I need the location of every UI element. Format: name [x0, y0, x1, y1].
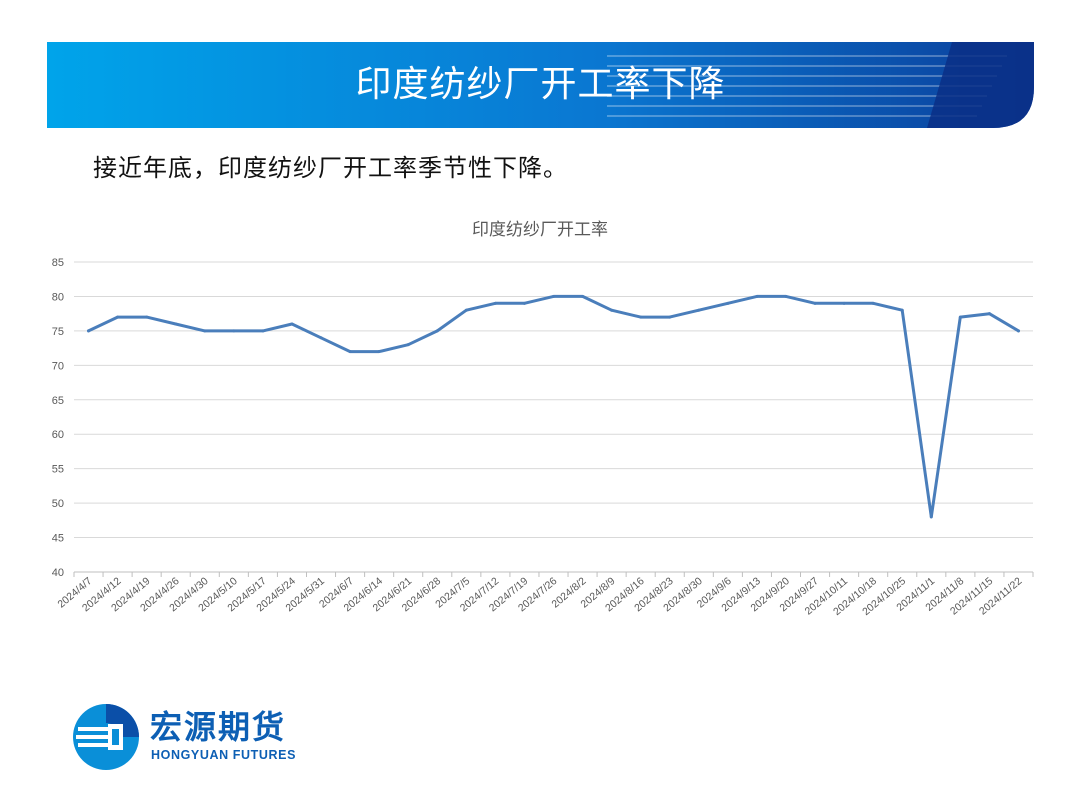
data-point	[290, 322, 294, 326]
data-point	[116, 315, 120, 319]
data-point	[493, 301, 497, 305]
data-point	[87, 329, 91, 333]
data-point	[697, 308, 701, 312]
data-point	[377, 350, 381, 354]
data-point	[784, 294, 788, 298]
data-point	[1016, 329, 1020, 333]
series-line	[87, 294, 1020, 519]
data-point	[871, 301, 875, 305]
data-point	[813, 301, 817, 305]
y-tick-label: 70	[52, 360, 64, 372]
data-point	[203, 329, 207, 333]
y-tick-label: 85	[52, 257, 64, 269]
data-point	[610, 308, 614, 312]
data-point	[145, 315, 149, 319]
company-logo: 宏源期货 HONGYUAN FUTURES	[70, 702, 330, 772]
data-point	[900, 308, 904, 312]
y-tick-label: 75	[52, 326, 64, 338]
data-point	[464, 308, 468, 312]
data-point	[958, 315, 962, 319]
y-tick-label: 80	[52, 291, 64, 303]
data-point	[232, 329, 236, 333]
y-tick-label: 60	[52, 429, 64, 441]
data-point	[668, 315, 672, 319]
logo-emblem-icon	[73, 704, 139, 770]
gridlines	[74, 261, 1033, 573]
data-point	[522, 301, 526, 305]
data-point	[406, 343, 410, 347]
data-point	[842, 301, 846, 305]
data-point	[929, 515, 933, 519]
data-point	[987, 312, 991, 316]
line-chart: 印度纺纱厂开工率 40 45 50 55 60 65 70 75 80 85 2024/4/720…	[52, 220, 1034, 618]
y-tick-label: 50	[52, 498, 64, 510]
y-tick-label: 40	[52, 567, 64, 579]
chart-title: 印度纺纱厂开工率	[472, 220, 608, 240]
y-tick-label: 55	[52, 464, 64, 476]
y-tick-label: 65	[52, 395, 64, 407]
data-point	[261, 329, 265, 333]
title-banner: 印度纺纱厂开工率下降	[47, 42, 1034, 128]
data-point	[319, 336, 323, 340]
series-layer	[87, 294, 1020, 519]
y-tick-label: 45	[52, 533, 64, 545]
data-point	[552, 294, 555, 298]
data-point	[726, 301, 730, 305]
data-point	[348, 350, 352, 354]
page-title: 印度纺纱厂开工率下降	[355, 64, 726, 105]
data-point	[581, 294, 585, 298]
banner-background	[47, 42, 1034, 128]
logo-english-name: HONGYUAN FUTURES	[151, 748, 297, 762]
data-point	[755, 294, 759, 298]
data-point	[174, 322, 178, 326]
x-axis: 2024/4/72024/4/122024/4/192024/4/262024/…	[55, 572, 1034, 618]
data-point	[435, 329, 439, 333]
data-point	[639, 315, 643, 319]
y-axis: 40 45 50 55 60 65 70 75 80 85	[52, 257, 64, 579]
slide-subtitle: 接近年底，印度纺纱厂开工率季节性下降。	[93, 154, 568, 182]
logo-chinese-name: 宏源期货	[150, 708, 287, 746]
